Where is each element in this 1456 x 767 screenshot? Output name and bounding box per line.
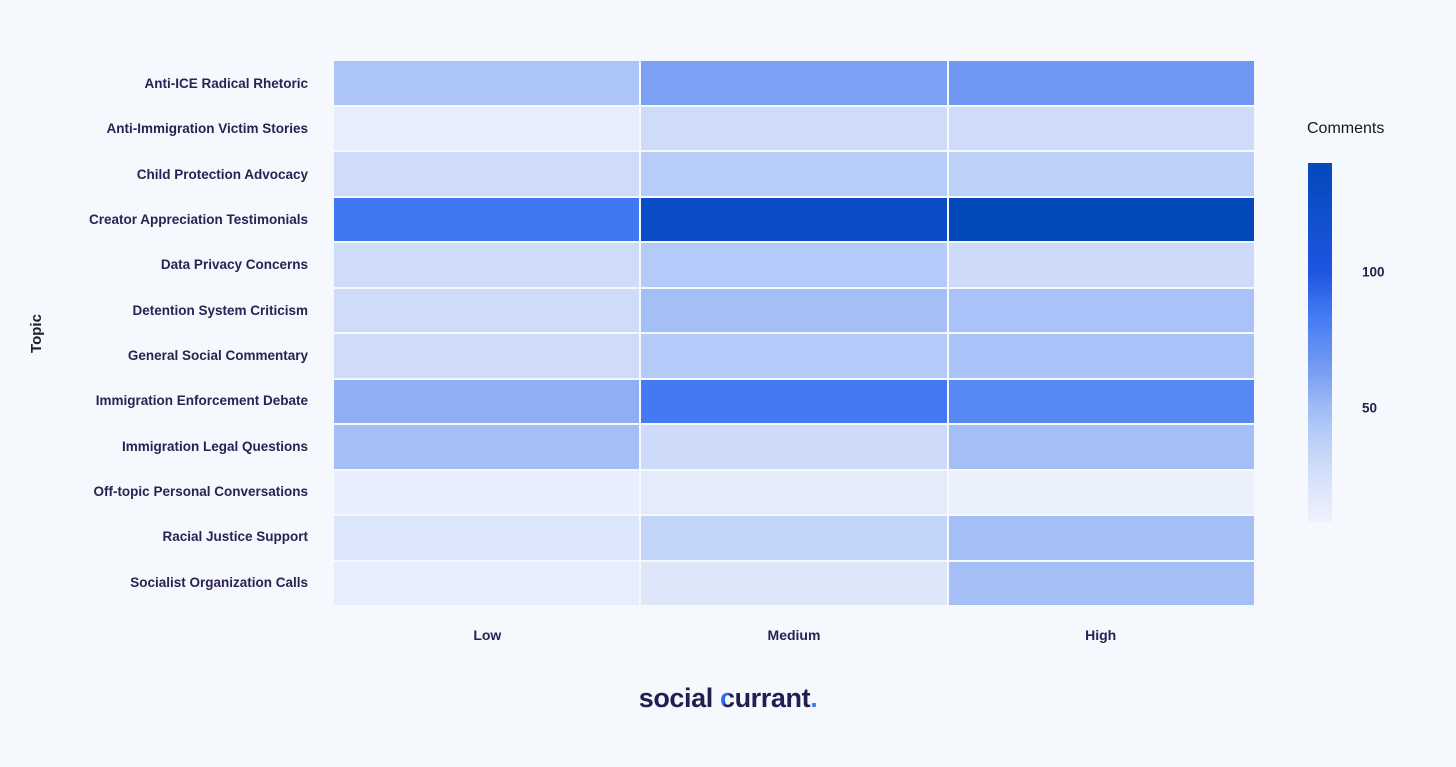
y-axis-label: Off-topic Personal Conversations bbox=[93, 484, 308, 500]
heatmap-cell[interactable] bbox=[641, 152, 947, 196]
heatmap-cell[interactable] bbox=[641, 61, 947, 105]
heatmap-cell[interactable] bbox=[948, 425, 1254, 469]
colorbar-title: Comments bbox=[1307, 120, 1385, 137]
x-axis-label: Medium bbox=[767, 627, 821, 643]
heatmap-cell[interactable] bbox=[334, 197, 640, 241]
y-axis-label: Child Protection Advocacy bbox=[136, 166, 308, 182]
heatmap-cell[interactable] bbox=[641, 379, 947, 423]
heatmap-cell[interactable] bbox=[948, 516, 1254, 560]
brand-logo: social currant. bbox=[0, 683, 1456, 714]
y-axis-labels: Anti-ICE Radical Rhetoric Anti-Immigratio… bbox=[0, 61, 322, 605]
y-axis-label: Detention System Criticism bbox=[132, 302, 308, 318]
brand-logo-part2: c bbox=[719, 683, 735, 713]
y-axis-label: Data Privacy Concerns bbox=[160, 257, 308, 273]
colorbar-tick-label: 50 bbox=[1362, 400, 1378, 416]
heatmap-cell[interactable] bbox=[948, 288, 1254, 332]
brand-logo-dot: . bbox=[810, 683, 818, 713]
heatmap-cell[interactable] bbox=[334, 288, 640, 332]
heatmap-cell[interactable] bbox=[948, 243, 1254, 287]
heatmap-cell[interactable] bbox=[334, 61, 640, 105]
brand-logo-part1: social bbox=[638, 683, 720, 713]
heatmap-cell[interactable] bbox=[334, 425, 640, 469]
heatmap-cell[interactable] bbox=[948, 470, 1254, 514]
heatmap-cell[interactable] bbox=[641, 470, 947, 514]
heatmap-cell[interactable] bbox=[334, 379, 640, 423]
heatmap-cell[interactable] bbox=[334, 243, 640, 287]
colorbar-gradient: 100 50 bbox=[1308, 163, 1385, 522]
heatmap-cell[interactable] bbox=[641, 516, 947, 560]
heatmap-cell[interactable] bbox=[641, 334, 947, 378]
x-axis-label: High bbox=[1085, 627, 1117, 643]
heatmap-cell[interactable] bbox=[334, 516, 640, 560]
heatmap-cell[interactable] bbox=[948, 61, 1254, 105]
y-axis-label: Racial Justice Support bbox=[162, 529, 308, 545]
colorbar-tick-label: 100 bbox=[1362, 264, 1385, 280]
heatmap-cell[interactable] bbox=[948, 561, 1254, 605]
heatmap-cell[interactable] bbox=[641, 288, 947, 332]
y-axis-label: Socialist Organization Calls bbox=[130, 574, 308, 590]
heatmap-cell[interactable] bbox=[334, 470, 640, 514]
heatmap-cell[interactable] bbox=[948, 379, 1254, 423]
heatmap-cell[interactable] bbox=[334, 106, 640, 150]
heatmap-cell[interactable] bbox=[948, 334, 1254, 378]
x-axis-labels: Low Medium High bbox=[334, 620, 1254, 650]
heatmap-cell[interactable] bbox=[641, 106, 947, 150]
heatmap-cell[interactable] bbox=[948, 106, 1254, 150]
heatmap-cell[interactable] bbox=[641, 561, 947, 605]
brand-logo-part3: urrant bbox=[734, 683, 811, 713]
x-axis-label: Low bbox=[473, 627, 502, 643]
y-axis-label: Anti-Immigration Victim Stories bbox=[106, 121, 308, 137]
heatmap-cell[interactable] bbox=[641, 425, 947, 469]
y-axis-label: Immigration Enforcement Debate bbox=[95, 393, 308, 409]
heatmap-cell[interactable] bbox=[948, 197, 1254, 241]
heatmap-cell[interactable] bbox=[334, 334, 640, 378]
heatmap-cell[interactable] bbox=[641, 243, 947, 287]
y-axis-label: Anti-ICE Radical Rhetoric bbox=[144, 76, 308, 92]
heatmap-cell[interactable] bbox=[948, 152, 1254, 196]
heatmap-cell[interactable] bbox=[641, 197, 947, 241]
heatmap-cell[interactable] bbox=[334, 152, 640, 196]
heatmap-cell[interactable] bbox=[334, 561, 640, 605]
y-axis-label: General Social Commentary bbox=[127, 348, 308, 364]
y-axis-label: Creator Appreciation Testimonials bbox=[88, 212, 308, 228]
heatmap-grid bbox=[334, 61, 1254, 605]
y-axis-label: Immigration Legal Questions bbox=[121, 438, 308, 454]
